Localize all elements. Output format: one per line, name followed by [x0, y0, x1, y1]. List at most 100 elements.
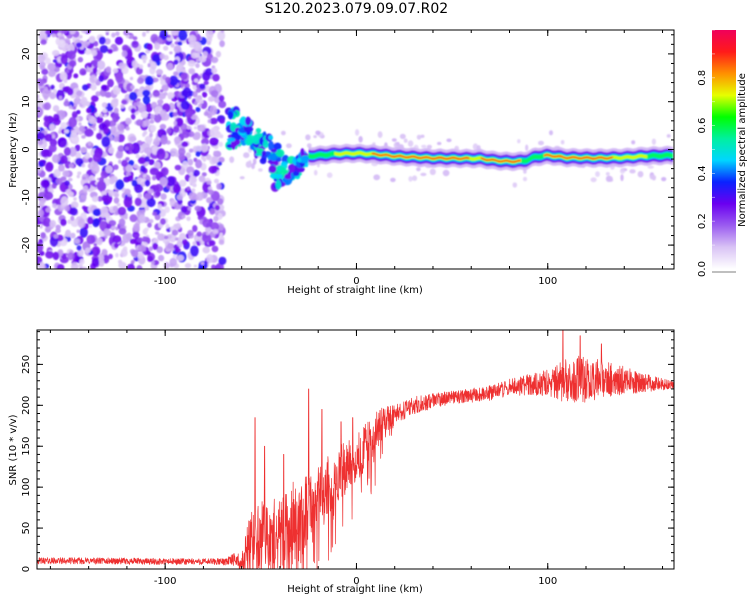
spectrogram-noise-blob	[157, 99, 164, 105]
spectrogram-noise-blob	[181, 90, 189, 97]
spectrogram-noise-blob	[93, 77, 98, 81]
spectrogram-noise-blob	[179, 179, 187, 187]
spectrogram-noise-blob	[126, 263, 135, 269]
spectrogram-noise-blob	[144, 227, 149, 232]
spectrogram-noise-blob	[134, 183, 144, 194]
spectrogram-transition-blob	[270, 148, 277, 153]
spectrogram-noise-blob	[52, 251, 60, 261]
spectrogram-noise-blob	[61, 30, 68, 34]
snr-y-axis-label: SNR (10 * v/v)	[8, 414, 19, 485]
spectrogram-noise-blob	[150, 124, 157, 132]
spectrogram-noise-blob	[154, 106, 163, 113]
spectrogram-noise-blob	[150, 33, 159, 43]
spectrogram-noise-blob	[86, 234, 96, 245]
spectrogram-noise-blob	[37, 139, 43, 146]
spectrogram-noise-blob	[315, 130, 321, 136]
spectrogram-noise-blob	[104, 212, 110, 219]
spectrogram-noise-blob	[103, 114, 107, 118]
spectrogram-transition-blob	[268, 165, 277, 174]
spectrogram-noise-blob	[101, 102, 108, 108]
spectrogram-noise-blob	[123, 215, 128, 220]
spectrogram-noise-blob	[182, 160, 189, 169]
spectrogram-noise-blob	[92, 208, 101, 216]
spectrogram-noise-blob	[51, 182, 57, 189]
spectrogram-noise-blob	[55, 228, 61, 234]
snr-panel: -100 0 100 0 50 100 150 200 250 Height of straig…	[8, 329, 675, 595]
spectrogram-line-band	[480, 157, 521, 163]
spectrogram-noise-blob	[82, 185, 89, 193]
spectrogram-noise-blob	[75, 151, 82, 159]
spectrogram-noise-blob	[65, 189, 72, 195]
spectrogram-noise-blob	[112, 113, 120, 123]
spectrogram-noise-blob	[180, 72, 188, 80]
spectrogram-noise-blob	[37, 126, 40, 133]
spectrogram-noise-blob	[57, 39, 66, 48]
spectrogram-noise-blob	[184, 263, 192, 269]
spectrogram-noise-blob	[79, 125, 85, 132]
spectrogram-noise-blob	[181, 141, 189, 147]
spectrogram-noise-blob	[194, 52, 201, 58]
spectrogram-noise-blob	[72, 106, 77, 110]
spectrogram-noise-blob	[82, 159, 87, 163]
spectrogram-noise-blob	[91, 95, 99, 102]
spectrogram-noise-blob	[60, 176, 67, 182]
spectrogram-noise-blob	[207, 189, 214, 195]
spectrogram-noise-blob	[38, 261, 45, 269]
spectrogram-noise-blob	[169, 148, 178, 156]
spectrogram-noise-blob	[195, 106, 201, 113]
spectrogram-noise-blob	[110, 98, 119, 108]
spectrogram-noise-blob	[68, 146, 77, 157]
spectrogram-noise-blob	[159, 177, 168, 186]
spectrogram-noise-blob	[142, 31, 146, 37]
spectrogram-noise-blob	[146, 250, 151, 255]
spectrogram-noise-blob	[115, 72, 124, 83]
spectrogram-noise-blob	[112, 205, 119, 212]
spectrogram-noise-blob	[110, 125, 117, 134]
spectrogram-noise-blob	[196, 231, 202, 237]
spectrogram-noise-blob	[213, 215, 219, 222]
spectrogram-noise-blob	[590, 177, 597, 183]
spectrogram-noise-blob	[203, 111, 209, 117]
spectrogram-noise-blob	[144, 193, 152, 200]
spectrogram-noise-blob	[137, 77, 144, 84]
spectrogram-noise-blob	[181, 214, 186, 219]
spectrogram-noise-blob	[155, 191, 161, 197]
spectrogram-noise-blob	[95, 116, 104, 124]
spectrogram-noise-blob	[59, 71, 68, 81]
spectrogram-noise-blob	[110, 175, 118, 183]
spectrogram-noise-blob	[135, 153, 140, 159]
spectrogram-noise-blob	[133, 102, 138, 107]
spectrogram-noise-blob	[144, 156, 150, 163]
spectrogram-noise-blob	[118, 159, 122, 164]
spectrogram-noise-blob	[108, 189, 115, 197]
spectrogram-noise-blob	[40, 232, 46, 239]
spectrogram-noise-blob	[220, 30, 225, 33]
spectrogram-noise-blob	[399, 133, 406, 140]
snr-frame	[36, 329, 675, 570]
spectrogram-y-axis-label: Frequency (Hz)	[8, 112, 19, 188]
spectrogram-noise-blob	[209, 127, 219, 138]
spectrogram-noise-blob	[77, 218, 86, 229]
spectrogram-noise-blob	[171, 229, 179, 236]
spectrogram-noise-blob	[187, 158, 194, 166]
spectrogram-noise-blob	[215, 50, 222, 58]
spectrogram-noise-blob	[218, 95, 225, 102]
spectrogram-noise-blob	[125, 157, 130, 161]
spectrogram-noise-blob	[55, 177, 63, 185]
spectrogram-noise-blob	[52, 50, 60, 57]
spectrogram-noise-blob	[131, 179, 138, 187]
spectrogram-noise-blob	[53, 234, 59, 239]
spectrogram-noise-blob	[121, 159, 128, 167]
spectrogram-noise-blob	[84, 128, 94, 137]
spectrogram-transition-blob	[268, 141, 275, 151]
spectrogram-noise-blob	[174, 164, 182, 171]
spectrogram-noise-blob	[54, 61, 63, 68]
spectrogram-noise-blob	[186, 166, 195, 175]
spectrogram-noise-blob	[195, 63, 200, 69]
spectrogram-noise-blob	[136, 165, 141, 171]
spectrogram-noise-blob	[160, 135, 168, 145]
spectrogram-noise-blob	[208, 186, 213, 191]
spectrogram-noise-blob	[629, 169, 636, 174]
spectrogram-transition-blob	[259, 157, 267, 165]
spectrogram-noise-blob	[88, 35, 96, 44]
